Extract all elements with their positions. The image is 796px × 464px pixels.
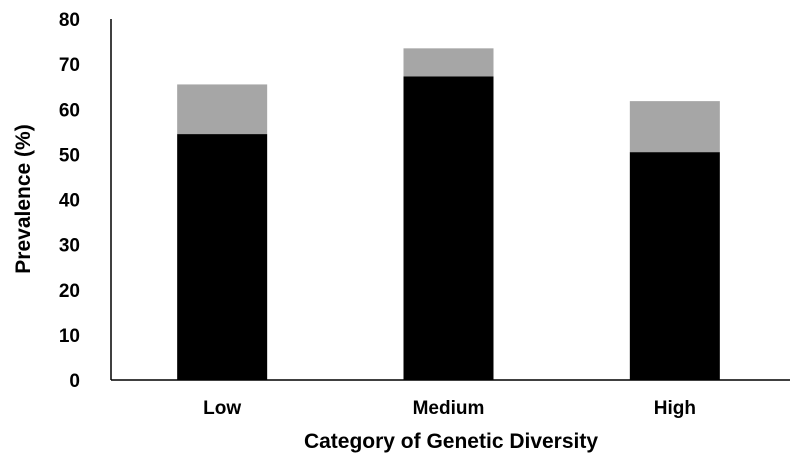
bar-high-segment-2 (629, 101, 720, 153)
x-axis-tick-labels: Low Medium High (203, 398, 696, 419)
y-tick-label: 10 (59, 326, 80, 347)
y-tick-label: 70 (59, 55, 80, 76)
bar-medium-segment-2 (403, 48, 494, 77)
y-tick-label: 40 (59, 191, 80, 212)
y-tick-label: 50 (59, 145, 80, 166)
y-tick-label: 80 (59, 10, 80, 31)
y-tick-label: 0 (69, 371, 80, 392)
x-tick-label: High (654, 398, 696, 419)
bar-low-segment-1 (177, 134, 268, 380)
y-axis-tick-labels: 0 10 20 30 40 50 60 70 80 (59, 10, 80, 392)
bar-low-segment-2 (177, 84, 268, 135)
y-axis-title: Prevalence (%) (12, 124, 35, 273)
y-tick-label: 30 (59, 236, 80, 257)
y-tick-label: 60 (59, 100, 80, 121)
y-tick-label: 20 (59, 281, 80, 302)
bars (177, 48, 720, 380)
x-axis-title: Category of Genetic Diversity (304, 430, 598, 453)
x-tick-label: Low (203, 398, 241, 419)
x-tick-label: Medium (413, 398, 485, 419)
bar-high-segment-1 (629, 152, 720, 380)
bar-medium-segment-1 (403, 76, 494, 380)
